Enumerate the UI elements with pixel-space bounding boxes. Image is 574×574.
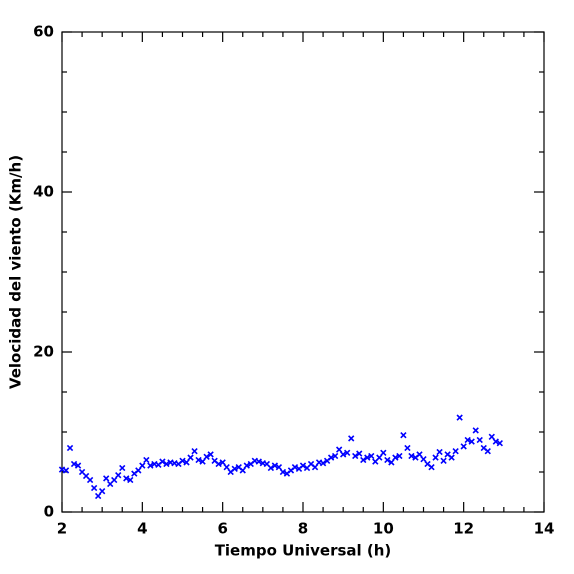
plot-frame — [61, 31, 545, 513]
data-point — [279, 468, 287, 476]
data-point — [299, 462, 307, 469]
data-point — [464, 436, 471, 444]
data-point — [311, 464, 319, 471]
data-point — [267, 464, 275, 472]
data-point — [432, 454, 439, 461]
data-point — [344, 449, 351, 456]
data-point — [368, 452, 375, 460]
data-point — [231, 465, 238, 472]
data-point — [86, 476, 94, 484]
data-point — [70, 460, 78, 468]
data-point — [103, 475, 110, 482]
data-point — [335, 446, 343, 453]
data-point — [404, 444, 411, 452]
data-point — [219, 459, 226, 466]
data-point — [74, 462, 82, 469]
data-point — [159, 458, 166, 465]
data-point — [436, 448, 443, 456]
data-point — [396, 452, 403, 460]
data-point — [360, 456, 367, 464]
data-point — [448, 454, 455, 461]
data-point — [203, 453, 210, 460]
data-point — [340, 451, 347, 458]
x-tick-label: 2 — [57, 520, 67, 538]
data-point — [195, 456, 202, 464]
data-point — [123, 475, 130, 482]
x-axis-label: Tiempo Universal (h) — [215, 542, 392, 560]
data-point — [135, 467, 142, 474]
data-point — [468, 438, 475, 445]
data-point — [139, 462, 146, 469]
data-point — [476, 436, 483, 444]
data-point — [472, 427, 479, 434]
data-point — [111, 476, 118, 484]
data-point — [327, 454, 335, 461]
x-tick-label: 10 — [373, 520, 394, 538]
data-point — [239, 467, 246, 474]
data-point — [331, 452, 339, 460]
data-point — [163, 460, 170, 468]
y-tick-label: 20 — [33, 343, 54, 361]
data-point — [179, 457, 186, 464]
data-point — [428, 464, 435, 471]
data-point — [452, 448, 459, 455]
data-point — [460, 443, 467, 450]
data-point — [187, 454, 194, 461]
y-tick-label: 0 — [44, 503, 54, 521]
data-point — [191, 448, 198, 455]
x-tick-label: 6 — [217, 520, 227, 538]
data-point — [90, 484, 98, 492]
data-point — [376, 454, 383, 461]
data-point — [115, 472, 122, 479]
y-tick-label: 60 — [33, 23, 54, 41]
data-point — [356, 450, 363, 457]
data-point — [496, 440, 503, 447]
data-point — [456, 414, 463, 421]
x-tick-label: 4 — [137, 520, 147, 538]
data-point — [408, 452, 415, 460]
data-point — [420, 456, 427, 463]
x-tick-label: 12 — [453, 520, 474, 538]
data-point — [143, 456, 150, 464]
data-point — [364, 454, 371, 461]
data-point — [223, 464, 230, 471]
x-tick-label: 14 — [534, 520, 555, 538]
data-point — [271, 462, 279, 469]
y-axis-label: Velocidad del viento (Km/h) — [7, 155, 25, 389]
data-point — [66, 444, 74, 452]
data-point — [488, 433, 495, 440]
data-point — [243, 462, 250, 469]
data-point — [127, 476, 134, 484]
data-point — [319, 460, 327, 467]
data-point — [291, 464, 299, 471]
data-point — [255, 458, 262, 465]
data-point — [207, 451, 214, 458]
data-point — [275, 464, 283, 471]
data-point — [388, 459, 395, 466]
data-point — [147, 462, 154, 469]
data-point — [400, 432, 407, 439]
data-point — [119, 464, 126, 472]
data-point — [62, 467, 70, 474]
x-tick-label: 8 — [298, 520, 308, 538]
y-tick-label: 40 — [33, 183, 54, 201]
data-point — [215, 460, 222, 468]
data-point — [199, 458, 206, 465]
data-point — [99, 488, 106, 495]
data-point — [380, 449, 387, 456]
data-point — [384, 456, 391, 464]
data-point — [348, 435, 355, 442]
data-point — [416, 451, 423, 458]
data-point — [94, 492, 102, 500]
data-point — [352, 452, 359, 460]
data-point — [183, 459, 190, 466]
data-point — [440, 457, 447, 464]
data-point — [492, 438, 499, 445]
data-point — [392, 454, 399, 461]
data-point — [484, 448, 491, 455]
